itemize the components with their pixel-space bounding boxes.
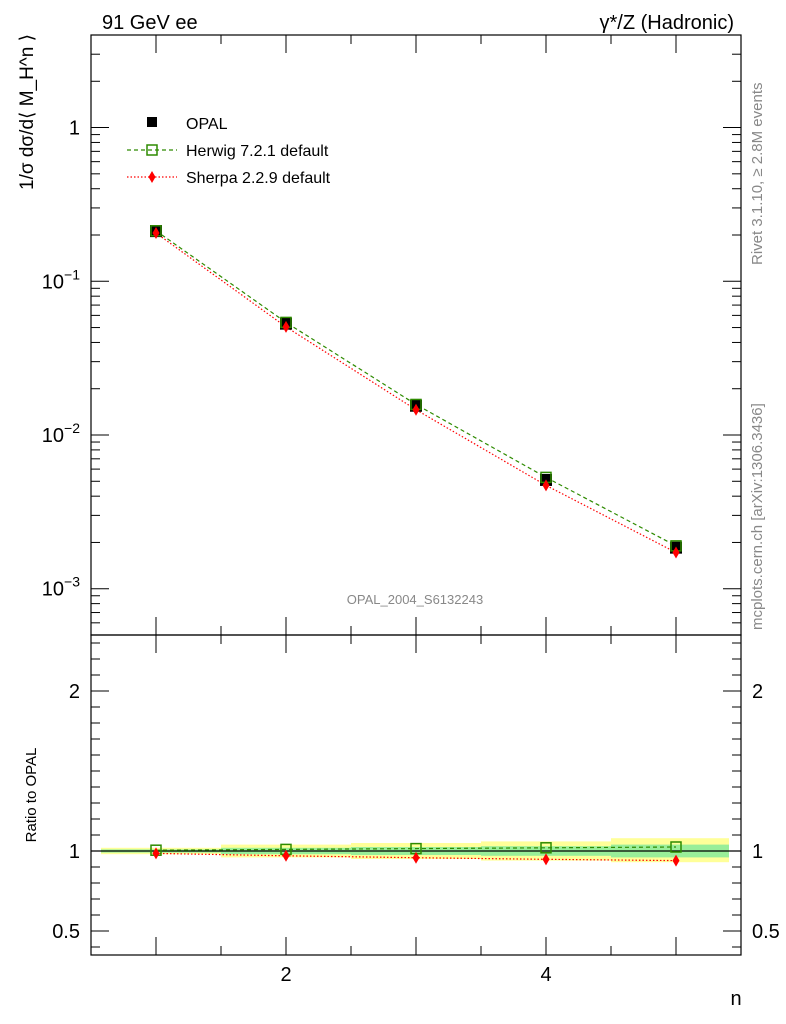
ratio-sherpa-point <box>152 847 160 860</box>
ratio-herwig-point <box>540 842 552 854</box>
x-tick-label: 2 <box>280 964 291 986</box>
header-left-label: 91 GeV ee <box>102 12 198 34</box>
legend-item-opal: OPAL <box>147 116 228 133</box>
ratio-herwig-line <box>155 846 677 851</box>
ratio-ytick-label-right: 0.5 <box>752 921 780 943</box>
sherpa-data-point <box>152 227 160 240</box>
ratio-ytick-label-left: 1 <box>69 841 80 863</box>
sherpa-legend-marker <box>148 171 156 183</box>
legend-item-sherpa: Sherpa 2.2.9 default <box>127 170 331 187</box>
ratio-ytick-label-right: 2 <box>752 681 763 703</box>
legend-label-herwig: Herwig 7.2.1 default <box>186 143 329 160</box>
herwig-legend-marker <box>146 144 158 156</box>
ratio-ytick-label-left: 0.5 <box>52 921 80 943</box>
legend-item-herwig: Herwig 7.2.1 default <box>127 143 329 160</box>
sherpa-data-point <box>672 546 680 559</box>
legend-label-sherpa: Sherpa 2.2.9 default <box>186 170 331 187</box>
main-axis-ticks: 10−3 10−2 10−1 1 <box>42 34 741 636</box>
rivet-label: Rivet 3.1.10, ≥ 2.8M events <box>749 83 766 266</box>
ratio-ytick-label-left: 2 <box>69 681 80 703</box>
header-right-label: γ*/Z (Hadronic) <box>600 12 734 34</box>
legend: OPAL Herwig 7.2.1 default Sherpa 2.2.9 d… <box>127 116 331 187</box>
opal-legend-marker <box>147 117 157 127</box>
ratio-sherpa-point <box>282 849 290 862</box>
sherpa-data-point <box>542 479 550 492</box>
main-ytick-label: 10−2 <box>42 420 80 447</box>
main-ylabel: 1/σ dσ/d⟨ M_H^n ⟩ <box>17 34 38 190</box>
x-axis-label: n <box>730 988 741 1010</box>
ratio-sherpa-point <box>542 853 550 866</box>
ratio-sherpa-point <box>412 851 420 864</box>
analysis-label: OPAL_2004_S6132243 <box>347 592 483 607</box>
x-tick-label: 4 <box>540 964 551 986</box>
ratio-series-layer <box>150 841 682 867</box>
main-ytick-label: 10−1 <box>42 266 80 293</box>
main-ytick-label: 10−3 <box>42 574 80 601</box>
main-series-layer <box>150 225 682 559</box>
ratio-axis-ticks: 0.5 0.5 1 1 2 2 2 4 <box>52 635 780 986</box>
main-ytick-label: 1 <box>69 118 80 140</box>
sherpa-data-point <box>412 403 420 416</box>
sherpa-data-point <box>282 320 290 333</box>
ratio-herwig-point <box>670 841 682 853</box>
herwig-line <box>155 230 677 547</box>
ratio-sherpa-point <box>672 854 680 867</box>
ratio-ylabel: Ratio to OPAL <box>23 748 40 843</box>
mcplots-label: mcplots.cern.ch [arXiv:1306.3436] <box>749 403 766 630</box>
main-ylabel-text: 1/σ dσ/d⟨ M_H^n ⟩ <box>17 34 38 190</box>
ratio-ytick-label-right: 1 <box>752 841 763 863</box>
ratio-panel-frame <box>90 634 742 956</box>
legend-label-opal: OPAL <box>186 116 228 133</box>
